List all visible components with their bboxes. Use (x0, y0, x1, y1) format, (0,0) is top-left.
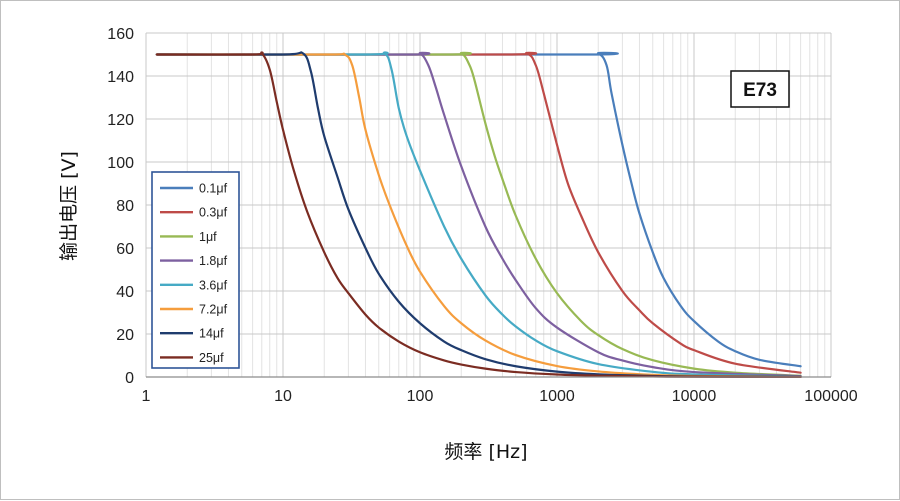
y-tick-labels: 0 20 40 60 80 100 120 140 160 (107, 26, 134, 387)
series-line-1 (155, 51, 802, 368)
y-tick-label: 140 (107, 69, 134, 86)
y-tick-label: 120 (107, 112, 134, 129)
legend-label: 3.6μf (199, 278, 228, 292)
x-tick-label: 10 (274, 388, 292, 405)
legend-label: 1μf (199, 230, 217, 244)
legend-label: 1.8μf (199, 254, 228, 268)
x-tick-label: 100000 (804, 388, 857, 405)
x-tick-label: 100 (407, 388, 434, 405)
x-tick-label: 1 (142, 388, 151, 405)
legend-label: 14μf (199, 327, 224, 341)
x-tick-label: 1000 (539, 388, 575, 405)
y-tick-label: 20 (116, 327, 134, 344)
legend-box (151, 171, 240, 369)
series-line-4 (155, 51, 802, 378)
legend-label: 25μf (199, 351, 224, 365)
badge-box (730, 70, 790, 108)
legend-label: 7.2μf (199, 303, 228, 317)
y-axis-title: 输出电压 [V] (58, 151, 80, 261)
legend-label: 0.3μf (199, 206, 228, 220)
legend: 0.1μf 0.3μf 1μf 1.8μf 3.6μf 7.2μf 14μf 25μf (151, 171, 240, 369)
series-line-2 (155, 51, 802, 374)
x-tick-labels: 1 10 100 1000 10000 100000 (142, 388, 858, 405)
series-line-5 (155, 51, 802, 378)
x-tick-label: 10000 (672, 388, 717, 405)
y-tick-label: 100 (107, 155, 134, 172)
x-axis-title: 频率 [Hz] (444, 441, 527, 463)
series-line-8 (155, 51, 802, 379)
y-tick-label: 40 (116, 284, 134, 301)
series-line-7 (155, 51, 802, 378)
legend-label: 0.1μf (199, 182, 228, 196)
series-lines (155, 51, 802, 379)
y-tick-label: 160 (107, 26, 134, 43)
model-badge: E73 (743, 80, 777, 101)
series-line-3 (155, 51, 802, 377)
y-tick-label: 0 (125, 370, 134, 387)
y-tick-label: 60 (116, 241, 134, 258)
y-tick-label: 80 (116, 198, 134, 215)
series-line-6 (155, 52, 802, 378)
